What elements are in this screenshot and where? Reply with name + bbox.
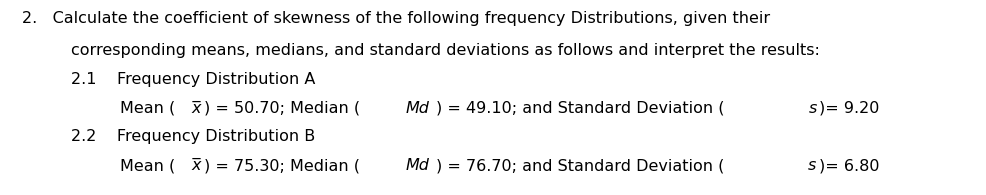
Text: s: s bbox=[809, 158, 816, 173]
Text: 2.2    Frequency Distribution B: 2.2 Frequency Distribution B bbox=[71, 129, 316, 144]
Text: Md: Md bbox=[405, 101, 429, 116]
Text: Mean (: Mean ( bbox=[120, 101, 176, 116]
Text: ) = 76.70; and Standard Deviation (: ) = 76.70; and Standard Deviation ( bbox=[436, 158, 725, 173]
Text: x̅: x̅ bbox=[191, 101, 201, 116]
Text: 2.1    Frequency Distribution A: 2.1 Frequency Distribution A bbox=[71, 72, 316, 87]
Text: corresponding means, medians, and standard deviations as follows and interpret t: corresponding means, medians, and standa… bbox=[71, 43, 820, 58]
Text: ) = 50.70; Median (: ) = 50.70; Median ( bbox=[204, 101, 360, 116]
Text: Mean (: Mean ( bbox=[120, 158, 176, 173]
Text: ) = 49.10; and Standard Deviation (: ) = 49.10; and Standard Deviation ( bbox=[436, 101, 725, 116]
Text: x̅: x̅ bbox=[191, 158, 201, 173]
Text: Md: Md bbox=[405, 158, 429, 173]
Text: )= 6.80: )= 6.80 bbox=[818, 158, 880, 173]
Text: 2.   Calculate the coefficient of skewness of the following frequency Distributi: 2. Calculate the coefficient of skewness… bbox=[22, 11, 770, 26]
Text: )= 9.20: )= 9.20 bbox=[819, 101, 880, 116]
Text: s: s bbox=[809, 101, 816, 116]
Text: ) = 75.30; Median (: ) = 75.30; Median ( bbox=[204, 158, 360, 173]
